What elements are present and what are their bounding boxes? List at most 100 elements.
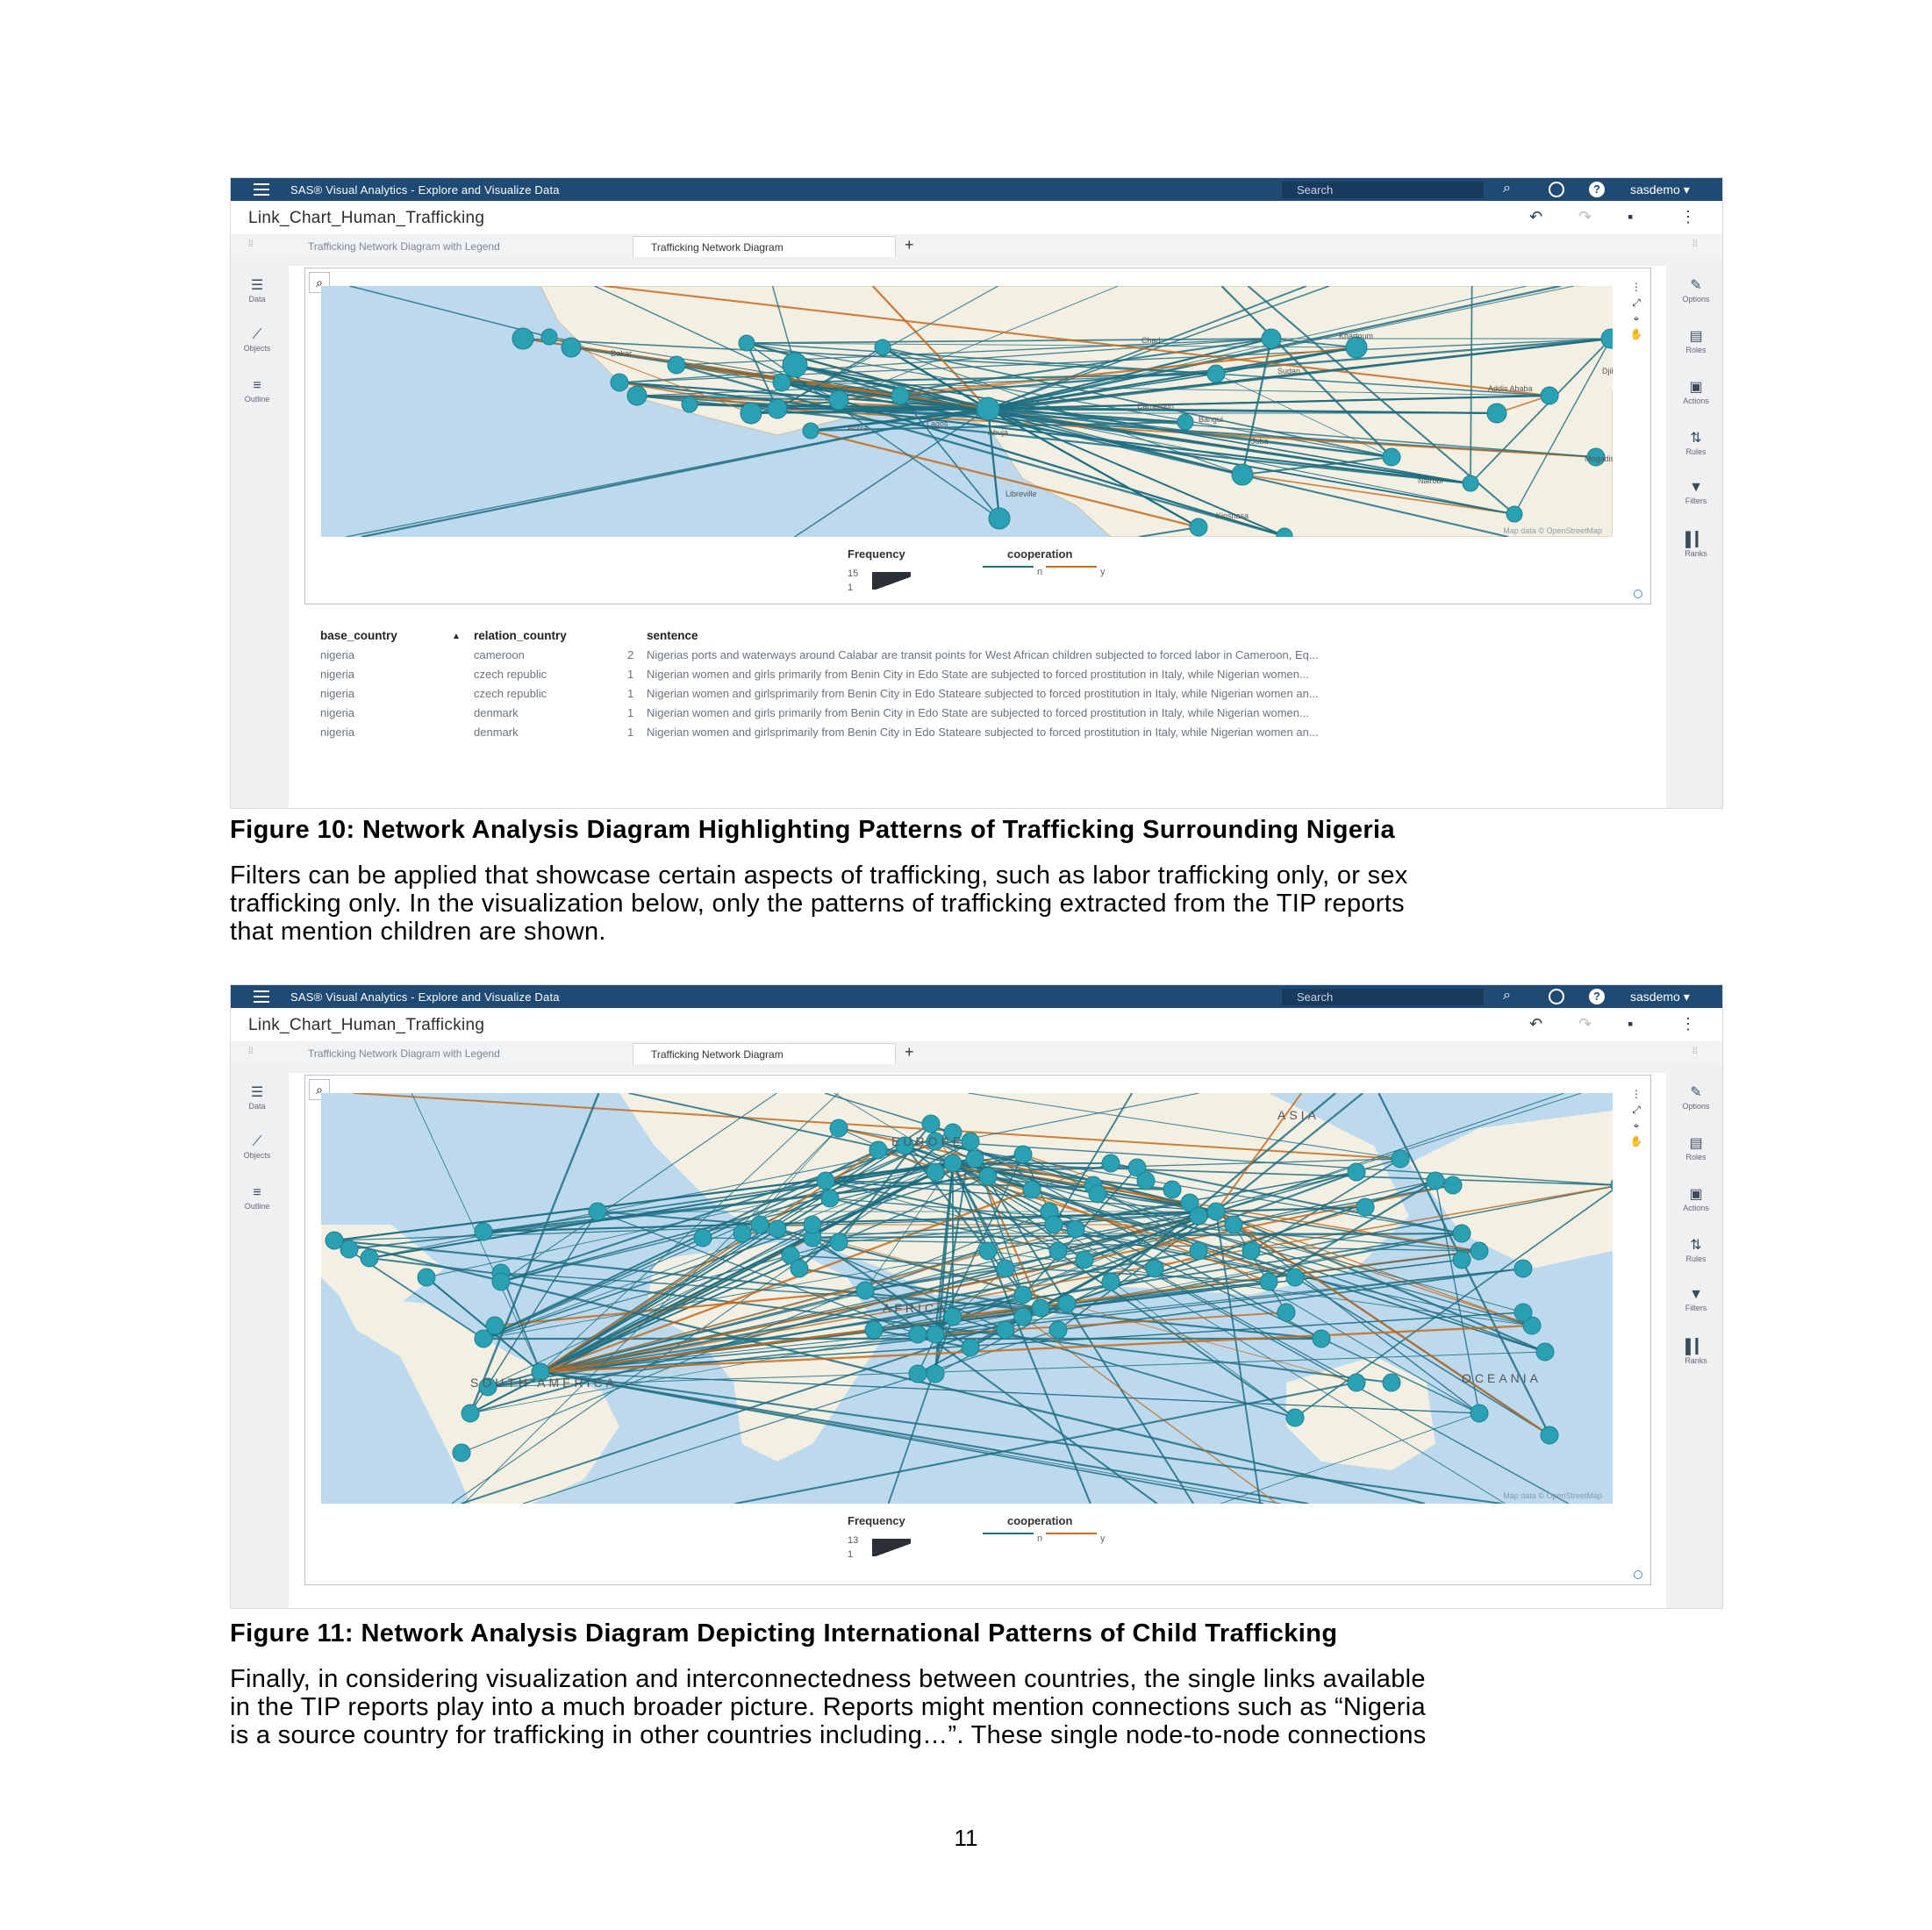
country-node[interactable] xyxy=(1462,475,1479,492)
country-node[interactable] xyxy=(1600,328,1613,349)
country-node[interactable] xyxy=(1048,1241,1068,1261)
menu-icon[interactable] xyxy=(254,990,269,1003)
country-node[interactable] xyxy=(921,1114,941,1133)
country-node[interactable] xyxy=(874,339,891,356)
country-node[interactable] xyxy=(943,1123,962,1142)
country-node[interactable] xyxy=(965,1149,984,1169)
country-node[interactable] xyxy=(926,1325,945,1344)
country-node[interactable] xyxy=(1452,1224,1471,1243)
more-icon[interactable]: ⋮ xyxy=(1680,208,1696,225)
recent-icon[interactable] xyxy=(1549,989,1564,1004)
collapse-right-icon[interactable]: ⁞⁞ xyxy=(1692,1047,1698,1056)
country-node[interactable] xyxy=(1088,1184,1107,1204)
rail-ranks[interactable]: ▌▎ Ranks xyxy=(1670,1338,1722,1365)
country-node[interactable] xyxy=(1513,1303,1533,1322)
rail-rules[interactable]: ⇅ Rules xyxy=(1670,1236,1722,1263)
country-node[interactable] xyxy=(1506,505,1523,523)
country-node[interactable] xyxy=(1057,1294,1077,1313)
country-node[interactable] xyxy=(790,1259,809,1278)
country-node[interactable] xyxy=(1470,1241,1489,1261)
map-more-icon[interactable]: ⋮ xyxy=(1631,1088,1642,1100)
country-node[interactable] xyxy=(781,1246,800,1265)
table-row[interactable]: nigeria cameroon 2 Nigerias ports and water… xyxy=(320,648,1628,668)
table-row[interactable]: nigeria denmark 1 Nigerian women and girlsp… xyxy=(320,726,1628,745)
country-node[interactable] xyxy=(452,1443,471,1462)
rail-actions[interactable]: ▣ Actions xyxy=(1670,1185,1722,1212)
country-node[interactable] xyxy=(1189,1241,1208,1261)
menu-icon[interactable] xyxy=(254,183,269,196)
country-node[interactable] xyxy=(864,1320,884,1340)
country-node[interactable] xyxy=(926,1132,945,1151)
country-node[interactable] xyxy=(943,1154,962,1173)
world-network-map[interactable]: ASIA EUROPE AFRICA SOUTH AMERICA OCEANIA Map… xyxy=(321,1093,1613,1504)
pan-hand-icon[interactable]: ✋ xyxy=(1629,1135,1643,1147)
country-node[interactable] xyxy=(512,327,534,350)
country-node[interactable] xyxy=(485,1316,504,1335)
table-row[interactable]: nigeria denmark 1 Nigerian women and girls … xyxy=(320,706,1628,726)
fit-icon[interactable]: ⌖ xyxy=(1633,312,1640,325)
column-header-relation-country[interactable]: relation_country xyxy=(474,629,567,642)
country-node[interactable] xyxy=(1347,1373,1366,1392)
country-node[interactable] xyxy=(1345,336,1368,359)
rail-outline[interactable]: ≡ Outline xyxy=(231,1185,283,1211)
country-node[interactable] xyxy=(767,398,788,419)
country-node[interactable] xyxy=(926,1364,945,1383)
country-node[interactable] xyxy=(1180,1193,1199,1212)
collapse-left-icon[interactable]: ⁞⁞ xyxy=(248,239,254,249)
column-header-sentence[interactable]: sentence xyxy=(647,629,698,642)
country-node[interactable] xyxy=(340,1240,359,1259)
country-node[interactable] xyxy=(1470,1404,1489,1423)
rail-objects[interactable]: ⟋ Objects xyxy=(231,327,283,353)
rail-options[interactable]: ✎ Options xyxy=(1670,1083,1722,1111)
country-node[interactable] xyxy=(1259,1272,1278,1291)
user-menu[interactable]: sasdemo ▾ xyxy=(1630,182,1690,197)
country-node[interactable] xyxy=(908,1364,927,1383)
country-node[interactable] xyxy=(961,1132,980,1151)
country-node[interactable] xyxy=(1206,1202,1226,1221)
redo-icon[interactable]: ↷ xyxy=(1578,208,1592,225)
country-node[interactable] xyxy=(782,352,808,378)
collapse-right-icon[interactable]: ⁞⁞ xyxy=(1692,239,1698,249)
undo-icon[interactable]: ↶ xyxy=(1529,1015,1543,1033)
recent-icon[interactable] xyxy=(1549,182,1564,197)
country-node[interactable] xyxy=(750,1215,769,1234)
country-node[interactable] xyxy=(1022,1180,1041,1199)
country-node[interactable] xyxy=(978,1167,998,1186)
country-node[interactable] xyxy=(926,1162,945,1182)
country-node[interactable] xyxy=(1347,1162,1366,1182)
country-node[interactable] xyxy=(474,1222,493,1241)
country-node[interactable] xyxy=(626,385,648,406)
rail-roles[interactable]: ▤ Roles xyxy=(1670,327,1722,354)
country-node[interactable] xyxy=(1261,328,1282,349)
country-node[interactable] xyxy=(1285,1268,1305,1287)
country-node[interactable] xyxy=(1066,1219,1085,1239)
country-node[interactable] xyxy=(1540,386,1559,405)
more-icon[interactable]: ⋮ xyxy=(1680,1015,1696,1033)
info-icon[interactable] xyxy=(1634,1570,1642,1579)
search-input[interactable] xyxy=(1282,182,1484,198)
rail-data[interactable]: ☰ Data xyxy=(231,1083,283,1111)
search-icon[interactable]: ⌕ xyxy=(1503,988,1511,1003)
rail-filters[interactable]: ▼ Filters xyxy=(1670,1287,1722,1312)
rail-roles[interactable]: ▤ Roles xyxy=(1670,1134,1722,1162)
fit-icon[interactable]: ⌖ xyxy=(1633,1119,1640,1132)
country-node[interactable] xyxy=(1276,527,1293,537)
country-node[interactable] xyxy=(768,1219,787,1239)
network-map[interactable]: Chad Cameroun Sudan Bangui Abuja Dakar Accra Li… xyxy=(321,286,1613,537)
country-node[interactable] xyxy=(1101,1154,1120,1173)
map-more-icon[interactable]: ⋮ xyxy=(1631,281,1642,293)
country-node[interactable] xyxy=(1452,1250,1471,1269)
country-node[interactable] xyxy=(1206,364,1226,383)
rail-actions[interactable]: ▣ Actions xyxy=(1670,378,1722,405)
help-icon[interactable]: ? xyxy=(1589,989,1605,1004)
country-node[interactable] xyxy=(1163,1180,1182,1199)
tab-network-with-legend[interactable]: Trafficking Network Diagram with Legend xyxy=(308,240,500,253)
search-icon[interactable]: ⌕ xyxy=(1503,181,1511,196)
table-row[interactable]: nigeria czech republic 1 Nigerian women and… xyxy=(320,687,1628,706)
country-node[interactable] xyxy=(828,390,849,411)
country-node[interactable] xyxy=(895,1136,914,1155)
country-node[interactable] xyxy=(978,1241,998,1261)
tab-network-diagram[interactable]: Trafficking Network Diagram xyxy=(633,1043,896,1064)
undo-icon[interactable]: ↶ xyxy=(1529,208,1543,225)
country-node[interactable] xyxy=(820,1189,840,1208)
